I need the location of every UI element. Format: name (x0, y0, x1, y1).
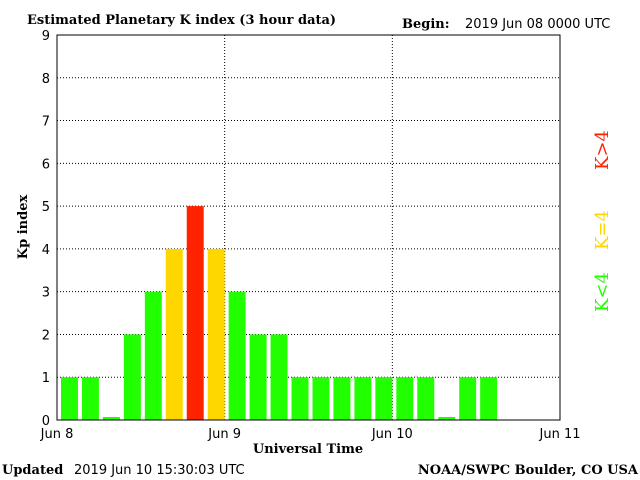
y-tick-label: 1 (42, 371, 50, 386)
legend-item: K>4 (592, 130, 613, 170)
y-tick-label: 9 (42, 29, 50, 44)
kp-bar (249, 334, 267, 420)
x-tick-label: Jun 11 (539, 427, 581, 442)
kp-bar (81, 377, 99, 420)
y-tick-label: 2 (42, 328, 50, 343)
updated-label: Updated (2, 463, 63, 478)
y-tick-label: 0 (42, 414, 50, 429)
plot-frame (56, 34, 561, 421)
kp-bar (207, 248, 225, 420)
kp-bar (480, 377, 498, 420)
kp-bar (396, 377, 414, 420)
x-axis-label: Universal Time (253, 442, 363, 457)
y-tick-labels: 0 1 2 3 4 5 6 7 8 9 (42, 29, 50, 429)
x-tick-label: Jun 8 (40, 427, 74, 442)
kp-bar (417, 377, 435, 420)
y-tick-label: 6 (42, 157, 50, 172)
credit: NOAA/SWPC Boulder, CO USA (418, 463, 639, 478)
kp-bar (291, 377, 309, 420)
kp-bar (333, 377, 351, 420)
bars (61, 206, 498, 420)
kp-bar (102, 417, 120, 420)
y-tick-label: 5 (42, 200, 50, 215)
y-tick-label: 4 (42, 243, 50, 258)
kp-bar (270, 334, 288, 420)
kp-bar (228, 291, 246, 420)
kp-bar (123, 334, 141, 420)
y-axis-label: Kp index (16, 195, 31, 260)
x-tick-label: Jun 10 (371, 427, 413, 442)
kp-bar (354, 377, 372, 420)
kp-bar (186, 206, 204, 420)
kp-bar (438, 417, 456, 420)
kp-bar (459, 377, 477, 420)
updated-value: 2019 Jun 10 15:30:03 UTC (74, 463, 245, 478)
kp-bar (61, 377, 78, 420)
legend-item: K<4 (592, 272, 613, 312)
x-tick-label: Jun 9 (207, 427, 241, 442)
grid (57, 35, 560, 420)
begin-value: 2019 Jun 08 0000 UTC (465, 17, 610, 32)
x-tick-labels: Jun 8 Jun 9 Jun 10 Jun 11 (40, 427, 581, 442)
kp-bar (165, 248, 183, 420)
legend: K>4 K=4 K<4 (592, 130, 613, 312)
begin-label: Begin: (402, 17, 450, 32)
y-tick-label: 3 (42, 286, 50, 301)
kp-bar (144, 291, 162, 420)
kp-bar (312, 377, 330, 420)
legend-item: K=4 (592, 210, 613, 250)
y-tick-label: 7 (42, 115, 50, 130)
chart-title: Estimated Planetary K index (3 hour data… (27, 13, 336, 28)
kp-bar (375, 377, 393, 420)
y-tick-label: 8 (42, 72, 50, 87)
